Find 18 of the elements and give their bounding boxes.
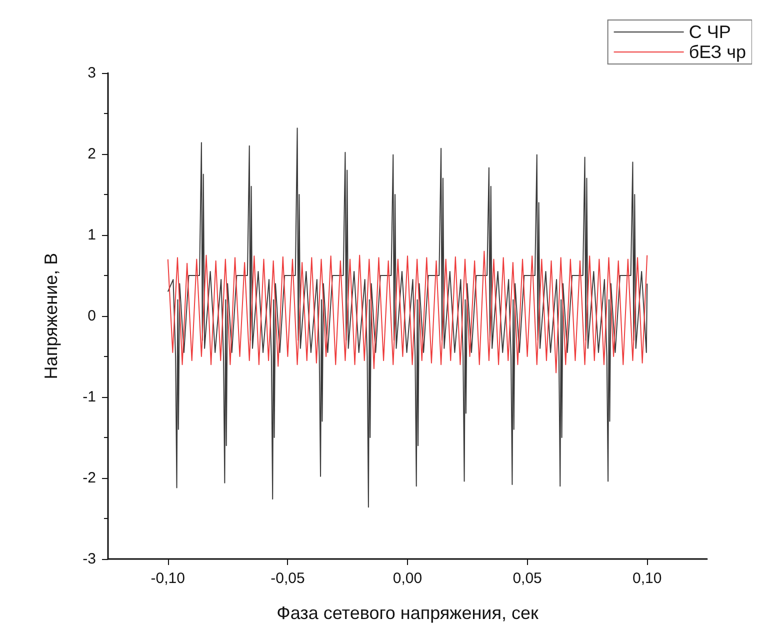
y-tick-label: 3 [88, 64, 96, 82]
x-tick-label: 0,00 [392, 570, 422, 587]
y-axis-title: Напряжение, В [41, 252, 61, 380]
y-tick-label: 0 [88, 308, 96, 324]
x-axis-title: Фаза сетевого напряжения, сек [276, 603, 538, 623]
legend-label: С ЧР [688, 22, 731, 42]
y-tick-label: -1 [82, 388, 96, 406]
line-series [167, 128, 648, 508]
x-tick-label: -0,10 [150, 570, 185, 587]
x-tick-label: 0,10 [632, 570, 662, 587]
x-tick-label: 0,05 [512, 570, 542, 587]
y-tick-label: 1 [88, 226, 96, 244]
line-series [167, 250, 648, 374]
legend-label: бЕЗ чр [688, 42, 746, 62]
x-tick-label: -0,05 [270, 570, 305, 587]
y-tick-label: -3 [82, 550, 96, 568]
y-tick-label: 2 [88, 146, 96, 162]
y-tick-label: -2 [82, 470, 96, 486]
